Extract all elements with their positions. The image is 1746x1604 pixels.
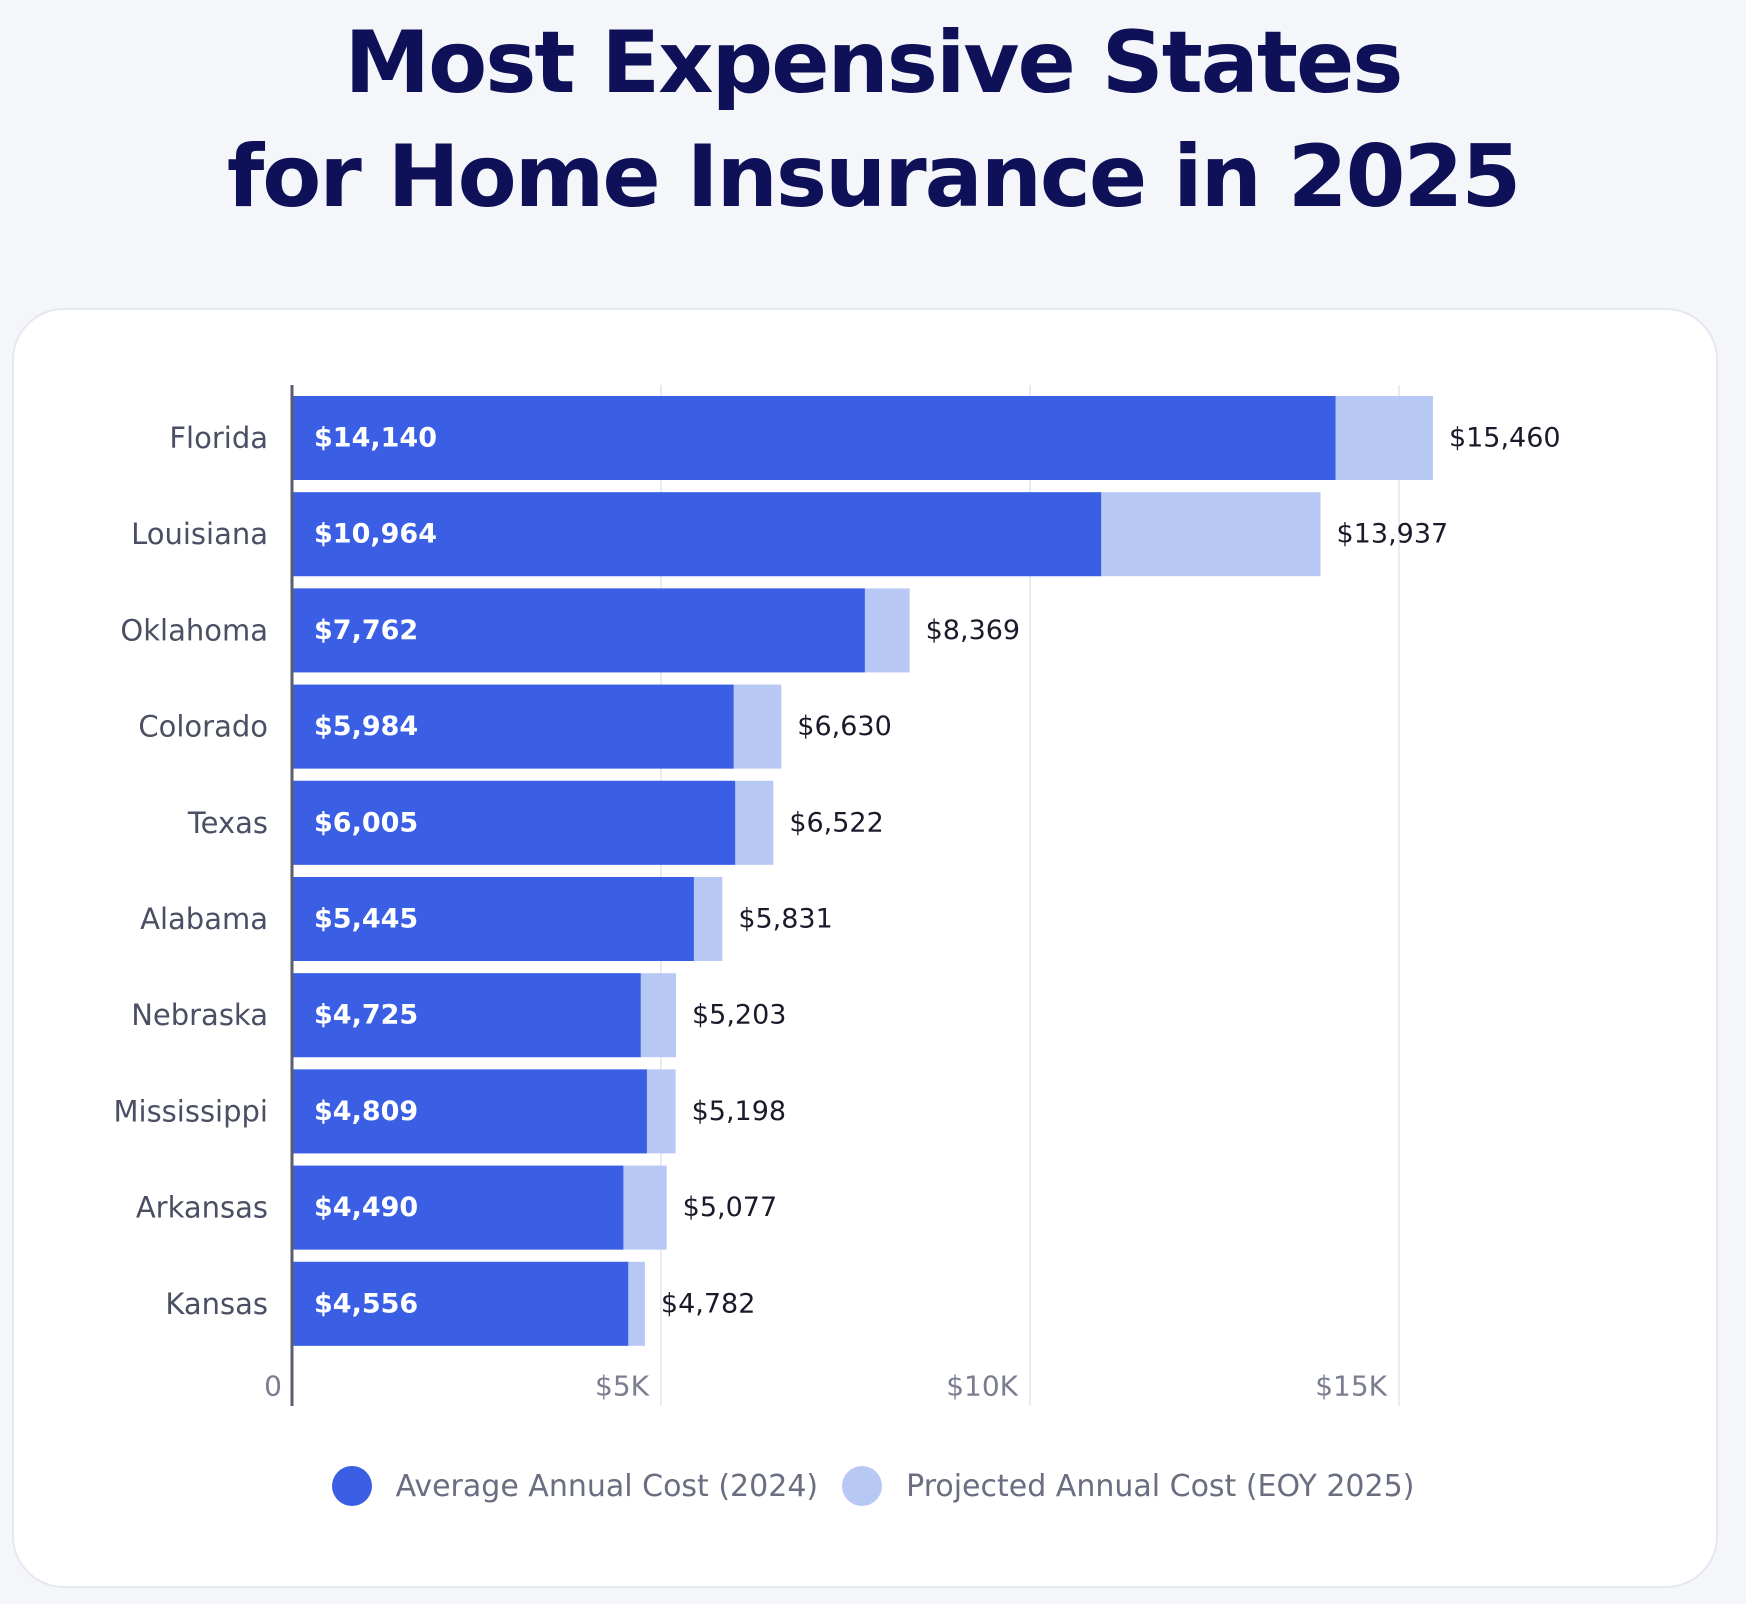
- average-value-label: $4,556: [314, 1288, 418, 1319]
- legend-swatch-projected: [842, 1466, 883, 1506]
- projected-value-label: $6,522: [789, 807, 883, 838]
- projected-value-label: $13,937: [1337, 519, 1449, 550]
- average-bar: [292, 684, 734, 769]
- x-tick-label: $10K: [946, 1370, 1018, 1403]
- average-bar: [292, 1069, 647, 1154]
- average-value-label: $4,809: [314, 1096, 418, 1127]
- average-bar: [292, 973, 641, 1058]
- average-bar: [292, 396, 1336, 480]
- average-value-label: $5,984: [314, 711, 418, 742]
- category-label: Kansas: [165, 1287, 268, 1321]
- legend-label-projected: Projected Annual Cost (EOY 2025): [906, 1468, 1415, 1504]
- average-value-label: $4,725: [314, 1000, 418, 1031]
- category-label: Oklahoma: [120, 613, 268, 647]
- average-bar: [292, 492, 1102, 577]
- projected-value-label: $5,077: [683, 1192, 777, 1223]
- category-label: Louisiana: [131, 517, 268, 551]
- projected-value-label: $5,831: [738, 904, 832, 935]
- legend-label-average: Average Annual Cost (2024): [395, 1468, 819, 1504]
- projected-value-label: $8,369: [926, 615, 1020, 646]
- average-bar: [292, 588, 865, 673]
- average-bar: [292, 1165, 624, 1250]
- average-value-label: $10,964: [314, 519, 437, 550]
- title-line-1: Most Expensive States: [344, 13, 1404, 113]
- title-line-2: for Home Insurance in 2025: [226, 127, 1521, 227]
- category-label: Texas: [187, 806, 268, 840]
- category-label: Arkansas: [136, 1191, 268, 1225]
- average-value-label: $14,140: [314, 423, 437, 454]
- category-label: Alabama: [140, 902, 268, 936]
- category-label: Florida: [169, 421, 268, 455]
- average-value-label: $6,005: [314, 807, 418, 838]
- legend-item-projected: Projected Annual Cost (EOY 2025): [842, 1466, 1414, 1506]
- projected-value-label: $15,460: [1449, 423, 1561, 454]
- projected-value-label: $5,203: [692, 1000, 786, 1031]
- average-bar: [292, 877, 694, 961]
- x-tick-label: $5K: [595, 1370, 650, 1403]
- x-tick-label: $15K: [1315, 1370, 1387, 1403]
- average-value-label: $5,445: [314, 904, 418, 935]
- category-label: Colorado: [138, 710, 268, 744]
- category-label: Mississippi: [113, 1094, 268, 1128]
- x-tick-label: 0: [264, 1370, 282, 1403]
- projected-value-label: $6,630: [797, 711, 891, 742]
- average-bar: [292, 1261, 629, 1346]
- projected-value-label: $4,782: [661, 1288, 755, 1319]
- average-value-label: $7,762: [314, 615, 418, 646]
- category-label: Nebraska: [131, 998, 268, 1032]
- projected-value-label: $5,198: [692, 1096, 786, 1127]
- legend: Average Annual Cost (2024) Projected Ann…: [0, 1466, 1746, 1506]
- chart-title: Most Expensive States for Home Insurance…: [0, 6, 1746, 234]
- legend-swatch-average: [331, 1466, 372, 1506]
- legend-item-average: Average Annual Cost (2024): [331, 1466, 819, 1506]
- average-bar: [292, 780, 736, 865]
- average-value-label: $4,490: [314, 1192, 418, 1223]
